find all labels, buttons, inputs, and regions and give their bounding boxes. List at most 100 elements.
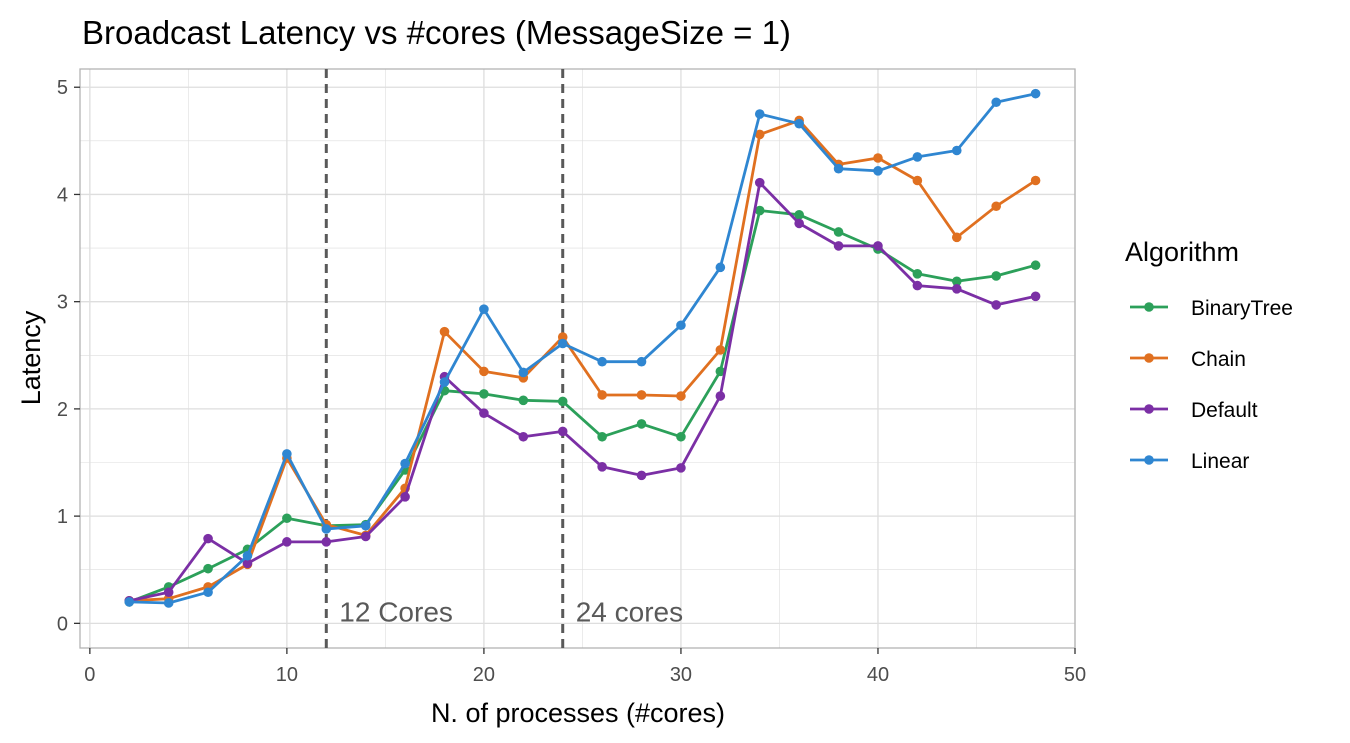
- data-point: [518, 367, 529, 378]
- data-point: [479, 408, 489, 418]
- legend-key-point: [1144, 353, 1154, 363]
- data-point: [991, 300, 1001, 310]
- x-axis-title: N. of processes (#cores): [431, 698, 725, 728]
- y-axis-ticks: 0 1 2 3 4 5: [57, 77, 80, 635]
- data-point: [124, 597, 135, 607]
- data-point: [873, 166, 883, 176]
- data-point: [282, 513, 292, 524]
- series-line-linear: [129, 92, 1036, 605]
- legend-key-point: [1144, 455, 1154, 465]
- data-point: [242, 558, 253, 569]
- legend-title: Algorithm: [1125, 237, 1239, 267]
- data-point: [597, 390, 607, 400]
- series-line-default: [129, 181, 1036, 603]
- data-point: [597, 461, 607, 472]
- y-tick-label: 4: [57, 184, 68, 206]
- data-point: [636, 390, 647, 400]
- data-point: [1030, 260, 1041, 271]
- data-point: [597, 431, 607, 442]
- data-point: [951, 284, 962, 294]
- x-tick-label: 20: [473, 664, 495, 686]
- data-point: [1030, 175, 1041, 186]
- data-point: [479, 366, 489, 377]
- data-point: [636, 419, 647, 429]
- data-point: [715, 345, 726, 355]
- data-point: [360, 520, 371, 531]
- data-point: [518, 431, 529, 442]
- annotation-label: 24 cores: [576, 596, 683, 627]
- data-point: [636, 356, 647, 367]
- data-point: [203, 563, 213, 574]
- data-point: [400, 492, 410, 502]
- data-point: [676, 391, 686, 401]
- x-tick-label: 10: [276, 664, 298, 686]
- data-point: [951, 145, 962, 156]
- data-point: [912, 280, 923, 291]
- x-axis-ticks: 0 10 20 30 40 50: [84, 648, 1086, 686]
- data-point: [912, 268, 923, 279]
- series-group: [124, 88, 1041, 608]
- x-tick-label: 40: [867, 664, 889, 686]
- data-point: [794, 118, 804, 129]
- reference-lines: 12 Cores 24 cores: [324, 69, 683, 648]
- data-point: [597, 356, 607, 367]
- data-point: [557, 426, 568, 437]
- data-point: [360, 531, 371, 542]
- y-tick-label: 3: [57, 292, 68, 314]
- data-point: [163, 598, 174, 608]
- annotation-label: 12 Cores: [339, 596, 453, 627]
- legend-label-chain: Chain: [1191, 348, 1246, 371]
- data-point: [991, 201, 1001, 212]
- data-point: [754, 177, 765, 188]
- data-point: [991, 97, 1001, 108]
- data-point: [1030, 291, 1041, 302]
- series-linear: [124, 88, 1041, 608]
- data-point: [163, 587, 174, 598]
- data-point: [400, 458, 410, 469]
- data-point: [951, 232, 962, 243]
- data-point: [203, 587, 213, 598]
- series-line-chain: [129, 119, 1037, 603]
- data-point: [676, 431, 686, 442]
- data-point: [439, 377, 450, 387]
- legend-key-point: [1144, 302, 1154, 312]
- x-tick-label: 0: [84, 664, 95, 686]
- data-point: [282, 449, 292, 459]
- x-tick-label: 30: [670, 664, 692, 686]
- data-point: [439, 326, 450, 337]
- y-tick-label: 5: [57, 77, 68, 99]
- data-point: [479, 304, 489, 314]
- data-point: [676, 463, 686, 473]
- data-point: [833, 163, 844, 174]
- data-point: [754, 109, 765, 119]
- data-point: [991, 271, 1001, 281]
- data-point: [321, 537, 332, 547]
- x-tick-label: 50: [1064, 664, 1086, 686]
- legend-label-linear: Linear: [1191, 450, 1249, 473]
- data-point: [951, 276, 962, 287]
- legend-label-default: Default: [1191, 399, 1258, 422]
- data-point: [912, 175, 923, 186]
- chart-title: Broadcast Latency vs #cores (MessageSize…: [82, 14, 791, 51]
- plot-panel-border: [79, 68, 1076, 649]
- data-point: [715, 391, 726, 401]
- legend-key-point: [1144, 404, 1154, 414]
- data-point: [1030, 88, 1041, 99]
- data-point: [479, 389, 489, 399]
- data-point: [676, 320, 686, 331]
- data-point: [873, 241, 883, 251]
- data-point: [833, 241, 844, 251]
- data-point: [242, 550, 253, 561]
- data-point: [518, 395, 529, 406]
- data-point: [754, 205, 765, 216]
- data-point: [557, 338, 568, 349]
- legend: Algorithm BinaryTree Chain Default Linear: [1125, 237, 1293, 473]
- data-point: [321, 524, 332, 534]
- y-axis-title: Latency: [16, 310, 46, 405]
- data-point: [282, 537, 292, 547]
- data-point: [794, 210, 804, 220]
- data-point: [557, 396, 568, 407]
- data-point: [873, 153, 883, 163]
- data-point: [203, 533, 213, 544]
